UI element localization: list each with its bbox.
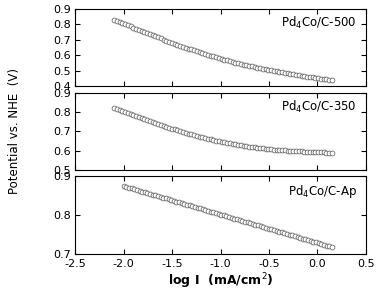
Text: Potential vs. NHE  (V): Potential vs. NHE (V) xyxy=(8,68,20,194)
Text: Pd$_4$Co/C-Ap: Pd$_4$Co/C-Ap xyxy=(288,182,357,200)
Text: Pd$_4$Co/C-500: Pd$_4$Co/C-500 xyxy=(281,15,357,31)
X-axis label: log I  (mA/cm$^2$): log I (mA/cm$^2$) xyxy=(168,272,273,291)
Text: Pd$_4$Co/C-350: Pd$_4$Co/C-350 xyxy=(281,99,357,115)
